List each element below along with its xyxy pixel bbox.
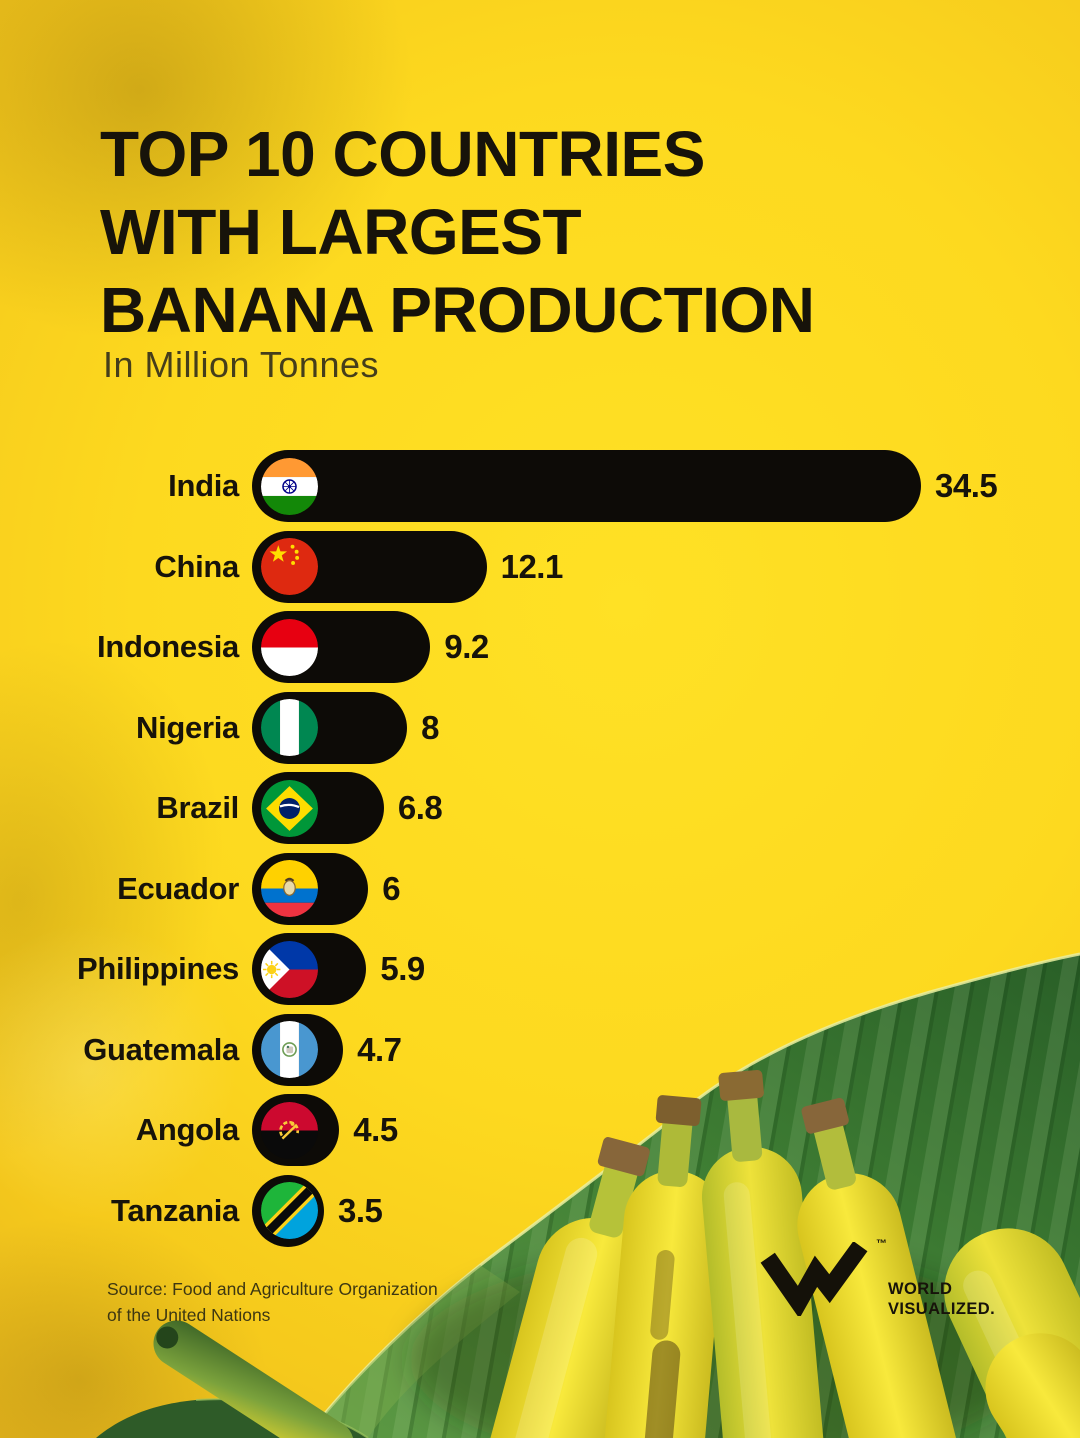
- bar-indonesia: [252, 611, 431, 684]
- flag-guatemala-icon: [261, 1021, 318, 1079]
- world-visualized-logo-icon: [760, 1242, 868, 1316]
- chart-row-nigeria: Nigeria 8: [0, 688, 1080, 769]
- brand-logo: ™ WORLD VISUALIZED.: [760, 1236, 1050, 1332]
- bar-value: 12.1: [500, 547, 564, 585]
- bar-nigeria: [252, 691, 408, 764]
- chart-row-tanzania: Tanzania 3.5: [0, 1171, 1080, 1252]
- bar-value: 9.2: [444, 628, 489, 666]
- chart-row-indonesia: Indonesia 9.2: [0, 607, 1080, 688]
- flag-nigeria-icon: [261, 699, 318, 757]
- chart-row-ecuador: Ecuador 6: [0, 849, 1080, 930]
- chart-row-brazil: Brazil 6.8: [0, 768, 1080, 849]
- bar-value: 8: [421, 708, 439, 746]
- trademark-symbol: ™: [876, 1238, 887, 1250]
- flag-brazil-icon: [261, 779, 318, 837]
- flag-china-icon: [261, 538, 318, 596]
- page-title: TOP 10 COUNTRIES WITH LARGEST BANANA PRO…: [100, 115, 815, 349]
- bar-china: [252, 530, 487, 603]
- title-line-1: TOP 10 COUNTRIES: [100, 117, 705, 190]
- country-label: Ecuador: [117, 870, 239, 906]
- banana-production-bar-chart: India 34.5 China 12.1 Indonesia 9.2 Nige…: [0, 446, 1080, 1251]
- flag-indonesia-icon: [261, 618, 318, 676]
- banana: [592, 1095, 724, 1438]
- banana: [701, 1069, 837, 1438]
- title-line-3: BANANA PRODUCTION: [100, 273, 815, 346]
- bar-value: 3.5: [338, 1191, 383, 1229]
- bar-tanzania: [252, 1174, 324, 1247]
- banana: [985, 1333, 1080, 1438]
- bar-ecuador: [252, 852, 369, 925]
- banana-leaf-photo: [96, 952, 1080, 1438]
- country-label: India: [168, 468, 239, 504]
- bar-india: [252, 450, 921, 523]
- chart-row-philippines: Philippines 5.9: [0, 929, 1080, 1010]
- bar-angola: [252, 1094, 340, 1167]
- flag-philippines-icon: [261, 940, 318, 998]
- green-banana: [153, 1320, 354, 1438]
- country-label: Brazil: [156, 790, 239, 826]
- flag-angola-icon: [261, 1101, 318, 1159]
- bar-value: 6: [382, 869, 401, 907]
- chart-row-guatemala: Guatemala 4.7: [0, 1010, 1080, 1091]
- country-label: Indonesia: [97, 629, 239, 665]
- banana: [457, 1137, 652, 1438]
- country-label: China: [154, 548, 239, 584]
- chart-unit-subtitle: In Million Tonnes: [103, 344, 379, 385]
- bar-brazil: [252, 772, 384, 845]
- chart-row-china: China 12.1: [0, 527, 1080, 608]
- brand-name-line-2: VISUALIZED.: [888, 1299, 996, 1318]
- country-label: Guatemala: [83, 1031, 239, 1067]
- bar-philippines: [252, 933, 367, 1006]
- bar-guatemala: [252, 1013, 344, 1086]
- flag-tanzania-icon: [261, 1182, 318, 1240]
- title-line-2: WITH LARGEST: [100, 195, 582, 268]
- country-label: Nigeria: [136, 709, 239, 745]
- flag-india-icon: [261, 457, 318, 515]
- bar-value: 4.5: [353, 1111, 398, 1149]
- banana-bunch: [457, 1069, 1080, 1438]
- source-line-1: Source: Food and Agriculture Organizatio…: [107, 1279, 438, 1299]
- chart-row-india: India 34.5: [0, 446, 1080, 527]
- bar-value: 4.7: [357, 1030, 402, 1068]
- bar-value: 34.5: [935, 467, 998, 505]
- brand-name-line-1: WORLD: [888, 1280, 953, 1298]
- country-label: Tanzania: [111, 1192, 239, 1228]
- source-attribution: Source: Food and Agriculture Organizatio…: [107, 1276, 438, 1329]
- flag-ecuador-icon: [261, 860, 318, 918]
- bar-value: 6.8: [397, 789, 443, 827]
- country-label: Philippines: [76, 951, 239, 987]
- brand-name: WORLD VISUALIZED.: [888, 1280, 995, 1320]
- banana: [797, 1097, 990, 1438]
- country-label: Angola: [135, 1112, 240, 1148]
- bar-value: 5.9: [380, 950, 425, 988]
- source-line-2: of the United Nations: [107, 1305, 271, 1326]
- chart-row-angola: Angola 4.5: [0, 1090, 1080, 1171]
